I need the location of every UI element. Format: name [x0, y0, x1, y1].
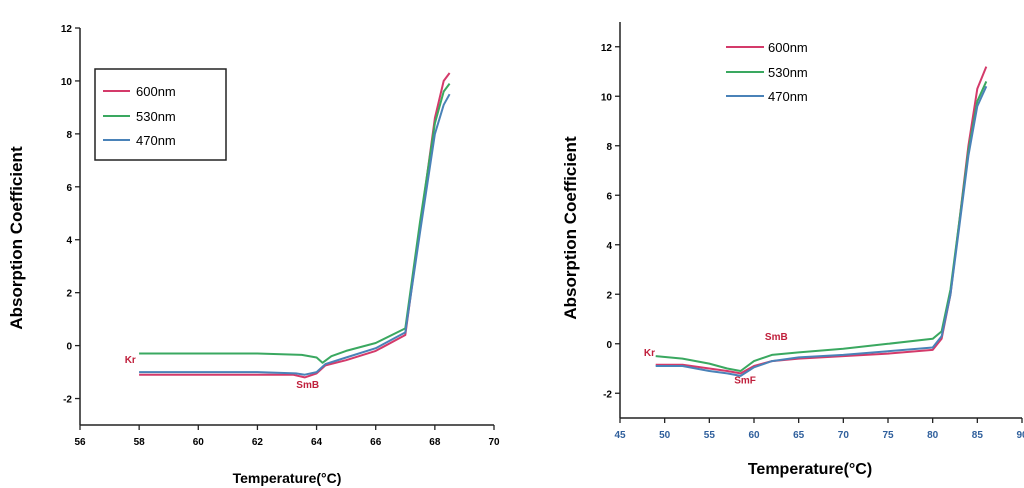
x-tick-label: 62: [252, 437, 264, 448]
x-tick-label: 65: [793, 430, 805, 441]
x-tick-label: 70: [488, 437, 500, 448]
x-tick-label: 60: [193, 437, 205, 448]
annotation-Kr: Kr: [644, 348, 655, 359]
x-axis-left: 56 58 60 62 64 66 68 70: [74, 425, 500, 448]
x-tick-label: 64: [311, 437, 323, 448]
annotations-right: Kr SmF SmB: [644, 332, 788, 386]
legend-label-600: 600nm: [768, 40, 808, 55]
annotations-left: Kr SmB: [125, 355, 319, 391]
x-tick-label: 60: [748, 430, 760, 441]
y-tick-label: 12: [61, 24, 73, 35]
annotation-SmB: SmB: [765, 332, 788, 343]
plot-area-left: [79, 28, 494, 426]
y-tick-label: 4: [66, 236, 72, 247]
annotation-SmF: SmF: [734, 375, 756, 386]
series-line-530nm: [139, 83, 451, 364]
y-tick-label: 8: [606, 142, 612, 153]
y-axis-title-left: Absorption Coefficient: [7, 146, 26, 330]
x-tick-label: 50: [659, 430, 671, 441]
series-line-600nm: [655, 66, 988, 375]
y-tick-label: 12: [601, 43, 613, 54]
y-tick-label: 4: [606, 241, 612, 252]
annotation-SmB: SmB: [296, 380, 319, 391]
x-tick-label: 66: [370, 437, 382, 448]
y-tick-label: 8: [66, 130, 72, 141]
legend-label-470: 470nm: [768, 89, 808, 104]
legend-right: 600nm 530nm 470nm: [726, 40, 808, 104]
y-tick-label: -2: [603, 389, 612, 400]
x-tick-label: 45: [614, 430, 626, 441]
x-tick-label: 70: [838, 430, 850, 441]
series-line-530nm: [655, 80, 988, 372]
legend-label-530: 530nm: [768, 65, 808, 80]
series-line-470nm: [139, 93, 451, 376]
y-tick-label: -2: [63, 395, 72, 406]
x-tick-label: 75: [882, 430, 894, 441]
series-group-right: [655, 66, 988, 377]
y-tick-label: 10: [61, 77, 73, 88]
x-tick-label: 58: [134, 437, 146, 448]
legend-label-530: 530nm: [136, 109, 176, 124]
legend-box: [94, 68, 227, 161]
legend-label-470: 470nm: [136, 133, 176, 148]
y-tick-label: 6: [606, 191, 612, 202]
legend-left: 600nm 530nm 470nm: [94, 68, 227, 161]
y-tick-label: 6: [66, 183, 72, 194]
x-tick-label: 68: [429, 437, 441, 448]
annotation-Kr: Kr: [125, 355, 136, 366]
y-tick-label: 2: [66, 289, 72, 300]
chart-right: -2 0 2 4 6 8 10 12 45 50 55 60 65 70 75 80 85 90 Kr SmF Sm…: [561, 22, 1024, 478]
x-tick-label: 56: [74, 437, 86, 448]
y-axis-right: -2 0 2 4 6 8 10 12: [601, 43, 620, 400]
x-axis-title-right: Temperature(°C): [748, 461, 872, 478]
x-tick-label: 55: [704, 430, 716, 441]
x-axis-title-left: Temperature(°C): [233, 470, 342, 486]
x-tick-label: 85: [972, 430, 984, 441]
y-tick-label: 0: [606, 340, 612, 351]
y-tick-label: 10: [601, 92, 613, 103]
y-axis-left: -2 0 2 4 6 8 10 12: [61, 24, 80, 406]
y-tick-label: 2: [606, 290, 612, 301]
series-line-470nm: [655, 85, 988, 377]
series-line-600nm: [139, 72, 451, 379]
y-tick-label: 0: [66, 342, 72, 353]
x-axis-right: 45 50 55 60 65 70 75 80 85 90: [614, 418, 1024, 441]
legend-label-600: 600nm: [136, 84, 176, 99]
series-group-left: [139, 72, 451, 379]
y-axis-title-right: Absorption Coefficient: [561, 136, 580, 320]
x-tick-label: 80: [927, 430, 939, 441]
x-tick-label: 90: [1016, 430, 1024, 441]
plot-area-right: [619, 22, 1022, 419]
